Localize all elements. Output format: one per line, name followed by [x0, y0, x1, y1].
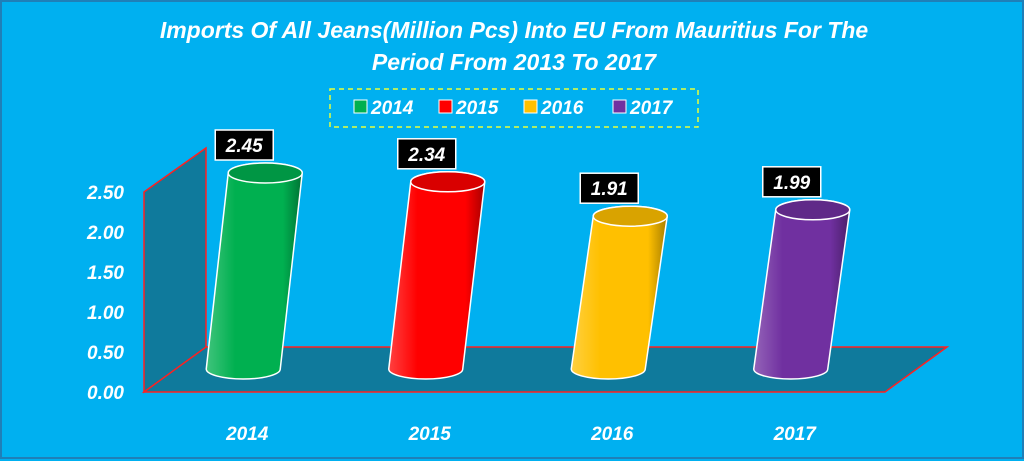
y-axis: 0.00 0.50 1.00 1.50 2.00 2.50 — [86, 183, 124, 404]
legend: 2014 2015 2016 2017 — [329, 88, 699, 128]
data-label-text: 1.99 — [773, 173, 810, 194]
legend-border — [329, 88, 699, 128]
data-label-box — [397, 138, 457, 170]
y-tick-label: 1.50 — [87, 263, 124, 284]
data-label: 1.99 — [762, 166, 822, 198]
y-tick-label: 0.00 — [87, 383, 124, 404]
legend-swatch — [353, 99, 368, 114]
x-tick-label: 2014 — [225, 424, 269, 445]
y-tick-label: 2.00 — [86, 223, 124, 244]
data-label-text: 2.34 — [407, 145, 445, 166]
legend-swatch — [438, 99, 453, 114]
x-tick-label: 2017 — [773, 424, 818, 445]
legend-label: 2017 — [629, 98, 674, 119]
bars — [205, 162, 851, 380]
y-tick-label: 1.00 — [87, 303, 124, 324]
y-tick-label: 2.50 — [86, 183, 124, 204]
data-label-box — [579, 172, 639, 204]
data-label-text: 1.91 — [591, 179, 628, 200]
data-label: 1.91 — [579, 172, 639, 204]
category-labels: 2014 2015 2016 2017 — [225, 424, 817, 445]
x-tick-label: 2016 — [590, 424, 634, 445]
floor — [141, 346, 950, 393]
bar-2014 — [205, 162, 304, 380]
floor-panel — [141, 346, 950, 393]
bar-2016 — [570, 205, 669, 380]
data-label: 2.34 — [397, 138, 457, 170]
bar-2017 — [752, 199, 851, 380]
legend-swatch — [612, 99, 627, 114]
x-tick-label: 2015 — [408, 424, 452, 445]
bar-top — [227, 162, 303, 184]
chart-title-line-2: Period From 2013 To 2017 — [372, 49, 657, 75]
legend-item: 2015 — [438, 98, 499, 119]
bar-2015 — [387, 171, 486, 380]
bar-top — [410, 171, 486, 193]
chart-title-line-1: Imports Of All Jeans(Million Pcs) Into E… — [160, 17, 869, 43]
data-label-box — [762, 166, 822, 198]
legend-label: 2016 — [540, 98, 584, 119]
data-labels: 2.45 2.34 1.91 1.99 — [214, 129, 822, 204]
y-tick-label: 0.50 — [87, 343, 124, 364]
legend-label: 2015 — [455, 98, 499, 119]
legend-item: 2017 — [612, 98, 674, 119]
legend-swatch — [523, 99, 538, 114]
legend-item: 2016 — [523, 98, 584, 119]
data-label-text: 2.45 — [225, 136, 263, 157]
legend-item: 2014 — [353, 98, 414, 119]
bar-top — [775, 199, 851, 221]
data-label: 2.45 — [214, 129, 274, 161]
bar-top — [592, 205, 668, 227]
data-label-box — [214, 129, 274, 161]
legend-label: 2014 — [370, 98, 414, 119]
